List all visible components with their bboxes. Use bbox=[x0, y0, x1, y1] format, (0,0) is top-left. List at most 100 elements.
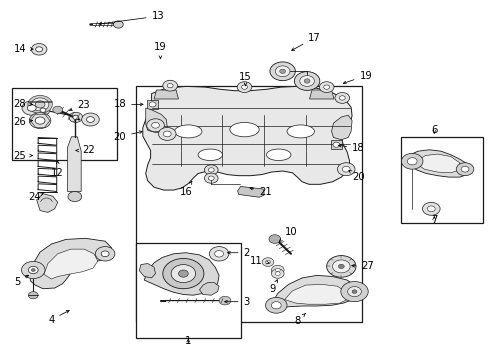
Text: 9: 9 bbox=[269, 280, 277, 294]
Text: 7: 7 bbox=[430, 215, 437, 225]
Circle shape bbox=[28, 292, 38, 299]
Circle shape bbox=[427, 206, 434, 212]
Bar bbox=[136, 86, 361, 322]
Circle shape bbox=[163, 131, 171, 137]
Text: 19: 19 bbox=[154, 42, 166, 59]
Text: 20: 20 bbox=[348, 170, 364, 182]
Polygon shape bbox=[309, 90, 333, 99]
Circle shape bbox=[22, 101, 41, 115]
Circle shape bbox=[332, 142, 339, 147]
Text: 14: 14 bbox=[14, 44, 33, 54]
Circle shape bbox=[158, 127, 176, 140]
Ellipse shape bbox=[286, 125, 314, 138]
Circle shape bbox=[294, 72, 319, 90]
Ellipse shape bbox=[266, 149, 290, 161]
Circle shape bbox=[163, 258, 203, 289]
Circle shape bbox=[86, 117, 94, 122]
Circle shape bbox=[167, 84, 173, 88]
Text: 15: 15 bbox=[239, 72, 251, 86]
Circle shape bbox=[326, 256, 355, 277]
Circle shape bbox=[338, 264, 344, 269]
Circle shape bbox=[81, 113, 99, 126]
Text: 19: 19 bbox=[343, 71, 371, 84]
Text: 25: 25 bbox=[14, 150, 32, 161]
Circle shape bbox=[271, 302, 281, 309]
Bar bbox=[12, 88, 117, 160]
Text: 23: 23 bbox=[69, 100, 90, 111]
Circle shape bbox=[214, 251, 223, 257]
Circle shape bbox=[262, 258, 273, 266]
Polygon shape bbox=[271, 275, 357, 309]
Text: 10: 10 bbox=[279, 227, 297, 242]
Polygon shape bbox=[37, 194, 58, 212]
Circle shape bbox=[332, 260, 349, 273]
Text: 24: 24 bbox=[28, 192, 44, 202]
Text: 27: 27 bbox=[351, 261, 373, 271]
Circle shape bbox=[269, 62, 295, 81]
Text: 17: 17 bbox=[291, 33, 320, 50]
Polygon shape bbox=[284, 284, 346, 304]
Circle shape bbox=[268, 235, 280, 243]
Circle shape bbox=[279, 69, 285, 73]
Text: 21: 21 bbox=[249, 186, 271, 197]
Text: 5: 5 bbox=[14, 275, 28, 287]
Circle shape bbox=[401, 153, 422, 169]
Ellipse shape bbox=[198, 149, 222, 161]
Circle shape bbox=[237, 82, 251, 93]
Text: 8: 8 bbox=[294, 314, 305, 326]
Circle shape bbox=[95, 247, 115, 261]
Circle shape bbox=[334, 93, 349, 103]
Text: 11: 11 bbox=[250, 256, 269, 266]
Circle shape bbox=[339, 96, 345, 100]
Polygon shape bbox=[145, 108, 167, 132]
Polygon shape bbox=[330, 140, 342, 149]
Circle shape bbox=[40, 108, 46, 112]
Circle shape bbox=[319, 82, 333, 93]
Text: 28: 28 bbox=[14, 99, 32, 109]
Text: 26: 26 bbox=[14, 117, 32, 127]
Text: 13: 13 bbox=[99, 11, 164, 25]
Polygon shape bbox=[30, 238, 111, 289]
Circle shape bbox=[209, 247, 228, 261]
Circle shape bbox=[151, 122, 159, 128]
Circle shape bbox=[204, 165, 218, 175]
Circle shape bbox=[171, 265, 195, 283]
Circle shape bbox=[73, 115, 79, 120]
Circle shape bbox=[208, 176, 214, 180]
Polygon shape bbox=[146, 100, 158, 109]
Circle shape bbox=[68, 192, 81, 202]
Circle shape bbox=[31, 269, 35, 271]
Circle shape bbox=[304, 79, 309, 83]
Circle shape bbox=[265, 260, 270, 264]
Bar bbox=[400, 137, 482, 223]
Circle shape bbox=[35, 101, 45, 108]
Text: 3: 3 bbox=[224, 297, 249, 307]
Text: 6: 6 bbox=[430, 125, 437, 135]
Circle shape bbox=[146, 119, 164, 132]
Circle shape bbox=[31, 44, 47, 55]
Circle shape bbox=[21, 261, 45, 279]
Circle shape bbox=[101, 251, 109, 257]
Circle shape bbox=[149, 102, 156, 107]
Circle shape bbox=[275, 272, 280, 275]
Circle shape bbox=[163, 80, 177, 91]
Polygon shape bbox=[67, 137, 81, 192]
Polygon shape bbox=[142, 86, 351, 190]
Text: 12: 12 bbox=[51, 161, 64, 178]
Circle shape bbox=[347, 287, 361, 297]
Text: 2: 2 bbox=[227, 248, 249, 258]
Polygon shape bbox=[237, 186, 264, 197]
Circle shape bbox=[342, 166, 349, 172]
Circle shape bbox=[340, 282, 367, 302]
Text: 22: 22 bbox=[76, 145, 95, 156]
Circle shape bbox=[204, 173, 218, 183]
Circle shape bbox=[299, 76, 314, 86]
Circle shape bbox=[27, 105, 36, 111]
Circle shape bbox=[219, 296, 230, 305]
Circle shape bbox=[422, 202, 439, 215]
Circle shape bbox=[178, 270, 188, 277]
Circle shape bbox=[35, 117, 45, 124]
Circle shape bbox=[275, 268, 280, 272]
Circle shape bbox=[275, 66, 289, 77]
Polygon shape bbox=[144, 253, 219, 295]
